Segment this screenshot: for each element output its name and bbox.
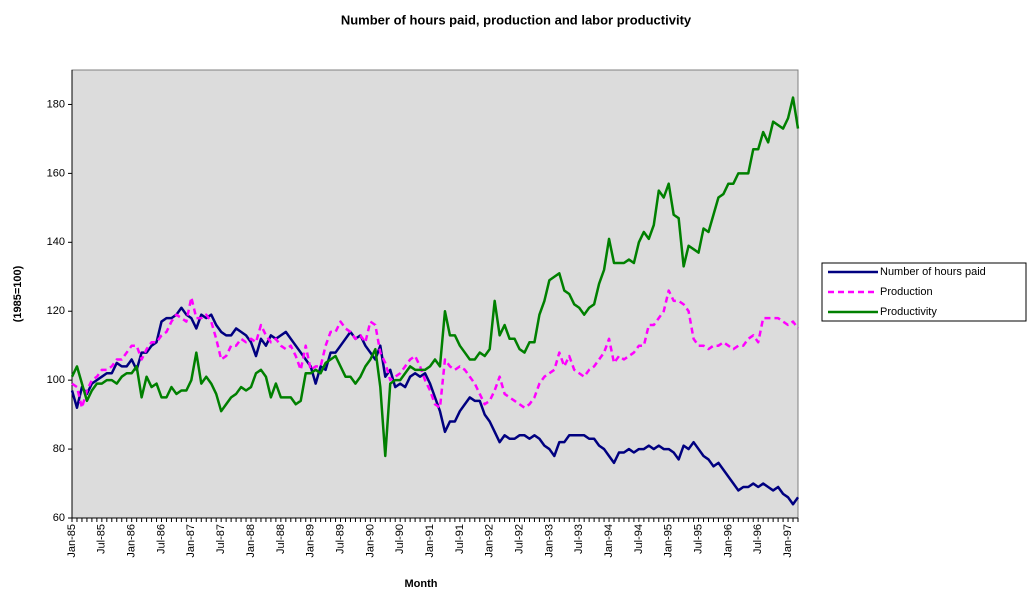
x-tick-label: Jan-97 bbox=[782, 524, 794, 558]
x-tick-label: Jul-94 bbox=[633, 524, 645, 554]
x-tick-label: Jan-94 bbox=[603, 524, 615, 558]
y-tick-label: 180 bbox=[47, 98, 65, 110]
y-tick-label: 100 bbox=[47, 374, 65, 386]
legend-label: Number of hours paid bbox=[880, 266, 986, 278]
legend-label: Productivity bbox=[880, 306, 937, 318]
x-tick-label: Jan-85 bbox=[66, 524, 78, 558]
x-tick-label: Jan-86 bbox=[126, 524, 138, 558]
y-tick-label: 80 bbox=[53, 443, 65, 455]
x-axis-title: Month bbox=[405, 578, 438, 590]
x-tick-label: Jul-85 bbox=[96, 524, 108, 554]
x-tick-label: Jan-87 bbox=[185, 524, 197, 558]
x-tick-label: Jan-92 bbox=[484, 524, 496, 558]
x-tick-label: Jan-96 bbox=[722, 524, 734, 558]
x-tick-label: Jan-88 bbox=[245, 524, 257, 558]
x-tick-label: Jul-92 bbox=[513, 524, 525, 554]
series-line bbox=[71, 289, 800, 409]
y-tick-label: 60 bbox=[53, 512, 65, 524]
x-tick-label: Jan-91 bbox=[424, 524, 436, 558]
x-tick-label: Jul-90 bbox=[394, 524, 406, 554]
legend-label: Production bbox=[880, 286, 933, 298]
plot-area bbox=[71, 69, 799, 519]
x-tick-label: Jan-90 bbox=[364, 524, 376, 558]
x-tick-label: Jul-89 bbox=[334, 524, 346, 554]
y-tick-label: 120 bbox=[47, 305, 65, 317]
series-line bbox=[70, 306, 800, 506]
y-axis-title: (1985=100) bbox=[12, 265, 24, 322]
x-tick-label: Jan-95 bbox=[663, 524, 675, 558]
x-tick-label: Jul-87 bbox=[215, 524, 227, 554]
y-tick-label: 140 bbox=[47, 236, 65, 248]
x-tick-label: Jan-93 bbox=[543, 524, 555, 558]
legend: Number of hours paid Production Productivi… bbox=[821, 262, 1027, 322]
x-tick-label: Jul-91 bbox=[454, 524, 466, 554]
x-tick-label: Jul-96 bbox=[752, 524, 764, 554]
x-tick-label: Jul-93 bbox=[573, 524, 585, 554]
y-tick-label: 160 bbox=[47, 167, 65, 179]
chart-title: Number of hours paid, production and lab… bbox=[341, 12, 692, 27]
x-tick-label: Jul-95 bbox=[692, 524, 704, 554]
x-tick-label: Jan-89 bbox=[305, 524, 317, 558]
x-tick-label: Jul-88 bbox=[275, 524, 287, 554]
x-tick-label: Jul-86 bbox=[155, 524, 167, 554]
series-line bbox=[70, 96, 800, 458]
